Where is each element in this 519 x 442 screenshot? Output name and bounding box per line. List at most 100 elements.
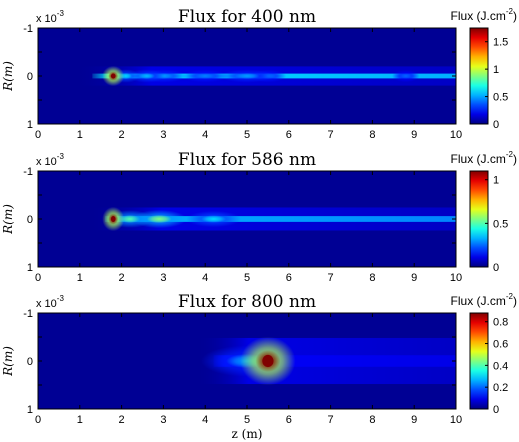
colorbar-tick-label: 0.8 xyxy=(493,317,508,329)
y-exponent: x 10-3 xyxy=(36,152,64,168)
flux-spot xyxy=(234,73,260,79)
x-tick-label: 3 xyxy=(160,272,166,284)
x-tick-label: 6 xyxy=(286,272,292,284)
colorbar-tick-label: 1 xyxy=(493,175,499,187)
colorbar-label: Flux (J.cm-2) xyxy=(451,292,517,308)
x-tick-label: 5 xyxy=(244,129,250,141)
flux-peak xyxy=(110,73,116,79)
x-tick-label: 0 xyxy=(35,272,41,284)
x-tick-label: 6 xyxy=(286,414,292,426)
x-tick-label: 5 xyxy=(244,414,250,426)
x-tick-label: 7 xyxy=(328,272,334,284)
x-tick-label: 2 xyxy=(119,414,125,426)
y-tick-label: 1 xyxy=(27,119,33,131)
y-tick-label: -1 xyxy=(23,308,33,320)
colorbar-scale xyxy=(469,312,489,410)
y-axis-label: R(m) xyxy=(1,61,15,92)
colorbar-tick-label: 0.5 xyxy=(493,92,508,104)
y-exponent-base: x 10 xyxy=(36,13,57,25)
x-tick-label: 2 xyxy=(119,129,125,141)
x-tick-label: 0 xyxy=(35,129,41,141)
beam-filament xyxy=(104,216,456,222)
x-tick-label: 9 xyxy=(411,129,417,141)
y-tick-label: 1 xyxy=(27,404,33,416)
colorbar: 0.8 0.6 0.4 0.2 0 Flux (J.cm-2) xyxy=(451,292,517,416)
y-exponent-power: -3 xyxy=(57,152,65,161)
x-tick-label: 4 xyxy=(202,129,208,141)
heatmap-field xyxy=(88,206,456,232)
x-tick-label: 1 xyxy=(77,129,83,141)
y-exponent-base: x 10 xyxy=(36,156,57,168)
y-tick-label: 1 xyxy=(27,262,33,274)
colorbar-label-close: ) xyxy=(513,152,517,166)
y-tick-label: 0 xyxy=(27,356,33,368)
colorbar-tick-label: 1.5 xyxy=(493,37,508,49)
flux-peak xyxy=(110,215,116,223)
colorbar-label-power: -2 xyxy=(506,7,514,16)
colorbar-label-text: Flux (J.cm xyxy=(451,294,506,308)
x-tick-label: 8 xyxy=(369,414,375,426)
y-exponent-power: -3 xyxy=(57,9,65,18)
colorbar-scale xyxy=(469,27,489,125)
x-tick-label: 10 xyxy=(450,129,462,141)
flux-spot xyxy=(194,73,216,79)
flux-spot xyxy=(146,214,172,224)
panel-title: Flux for 800 nm xyxy=(178,292,316,312)
y-axis-label: R(m) xyxy=(1,346,15,377)
y-tick-label: 0 xyxy=(27,71,33,83)
colorbar-label-text: Flux (J.cm xyxy=(451,152,506,166)
colorbar-tick-label: 0 xyxy=(493,404,499,416)
y-exponent-base: x 10 xyxy=(36,298,57,310)
x-tick-label: 9 xyxy=(411,272,417,284)
colorbar-scale xyxy=(469,170,489,268)
flux-peak xyxy=(262,354,274,368)
colorbar-tick-label: 0.5 xyxy=(493,218,508,230)
y-exponent-power: -3 xyxy=(57,294,65,303)
colorbar: 1 0.5 0 Flux (J.cm-2) xyxy=(451,150,517,274)
colorbar-tick-label: 0.2 xyxy=(493,382,508,394)
y-tick-label: -1 xyxy=(23,166,33,178)
colorbar: 1.5 1 0.5 0 Flux (J.cm-2) xyxy=(451,7,517,131)
y-exponent: x 10-3 xyxy=(36,9,64,25)
heatmap-field xyxy=(196,336,456,386)
x-tick-label: 10 xyxy=(450,272,462,284)
x-tick-label: 5 xyxy=(244,272,250,284)
x-tick-label: 4 xyxy=(202,272,208,284)
flux-spot xyxy=(138,72,156,80)
x-tick-label: 0 xyxy=(35,414,41,426)
colorbar-label-close: ) xyxy=(513,294,517,308)
x-axis-label: z (m) xyxy=(232,427,263,441)
x-tick-label: 1 xyxy=(77,272,83,284)
x-tick-label: 6 xyxy=(286,129,292,141)
colorbar-label: Flux (J.cm-2) xyxy=(451,7,517,23)
colorbar-tick-label: 1 xyxy=(493,64,499,76)
x-tick-label: 10 xyxy=(450,414,462,426)
panel-title: Flux for 586 nm xyxy=(178,150,316,170)
colorbar-label: Flux (J.cm-2) xyxy=(451,150,517,166)
x-tick-label: 4 xyxy=(202,414,208,426)
colorbar-tick-label: 0.6 xyxy=(493,339,508,351)
colorbar-tick-label: 0 xyxy=(493,119,499,131)
x-tick-label: 1 xyxy=(77,414,83,426)
colorbar-label-text: Flux (J.cm xyxy=(451,9,506,23)
beam-filament xyxy=(213,355,456,367)
flux-spot xyxy=(399,73,413,79)
y-axis-label: R(m) xyxy=(1,204,15,235)
colorbar-label-close: ) xyxy=(513,9,517,23)
y-tick-label: 0 xyxy=(27,214,33,226)
x-tick-label: 7 xyxy=(328,414,334,426)
x-tick-label: 3 xyxy=(160,129,166,141)
heatmap-field xyxy=(75,65,456,87)
panel-title: Flux for 400 nm xyxy=(178,7,316,27)
x-tick-label: 3 xyxy=(160,414,166,426)
x-tick-label: 8 xyxy=(369,272,375,284)
x-tick-label: 7 xyxy=(328,129,334,141)
colorbar-label-power: -2 xyxy=(506,292,514,301)
flux-spot xyxy=(201,215,227,223)
colorbar-label-power: -2 xyxy=(506,150,514,159)
y-exponent: x 10-3 xyxy=(36,294,64,310)
colorbar-tick-label: 0 xyxy=(493,262,499,274)
